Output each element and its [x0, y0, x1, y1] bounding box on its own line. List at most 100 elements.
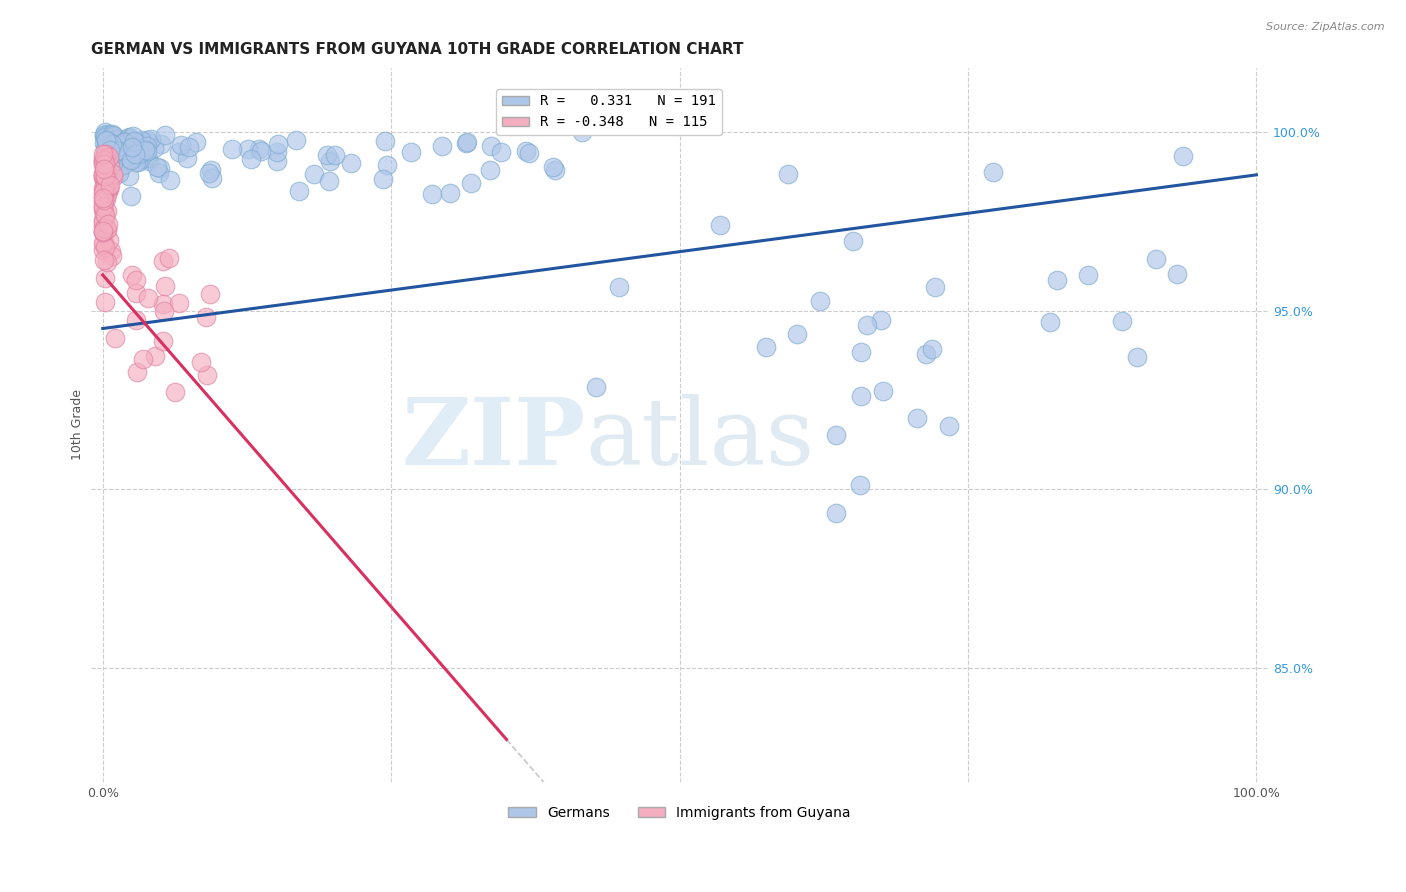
Point [94, 149, 117, 163]
Point [100, 244, 122, 259]
Point [111, 136, 134, 151]
Point [93, 152, 115, 166]
Point [93, 172, 115, 186]
Point [107, 144, 129, 158]
Point [97, 182, 120, 196]
Point [167, 296, 190, 310]
Point [98, 153, 121, 168]
Point [96, 139, 118, 153]
Point [127, 154, 149, 169]
Point [184, 136, 207, 150]
Point [276, 786, 298, 800]
Point [236, 142, 259, 156]
Point [458, 786, 481, 800]
Point [517, 145, 540, 160]
Point [108, 165, 131, 179]
Point [94, 160, 117, 174]
Point [195, 310, 218, 324]
Point [1166, 267, 1188, 281]
Point [91, 226, 114, 240]
Point [136, 139, 159, 153]
Point [94, 271, 117, 285]
Point [94, 180, 117, 194]
Point [100, 249, 122, 263]
Point [112, 137, 135, 152]
Point [266, 153, 288, 168]
Point [125, 286, 148, 301]
Point [91, 170, 114, 185]
Point [101, 128, 124, 142]
Point [91, 188, 114, 202]
Point [179, 140, 201, 154]
Point [131, 140, 153, 154]
Point [139, 132, 162, 146]
Point [1039, 315, 1062, 329]
Point [98, 159, 121, 173]
Point [169, 145, 191, 160]
Point [93, 158, 115, 172]
Point [856, 318, 879, 333]
Point [112, 136, 135, 150]
Point [825, 506, 848, 520]
Point [98, 143, 121, 157]
Point [105, 133, 128, 147]
Point [93, 128, 115, 142]
Point [91, 203, 114, 218]
Point [93, 180, 115, 194]
Point [104, 149, 127, 163]
Point [96, 222, 118, 236]
Point [149, 136, 172, 151]
Point [93, 209, 115, 223]
Point [94, 153, 117, 168]
Point [93, 194, 115, 208]
Point [107, 151, 129, 165]
Point [323, 148, 346, 162]
Point [374, 134, 396, 148]
Point [118, 130, 141, 145]
Point [100, 141, 122, 155]
Point [93, 186, 115, 201]
Point [91, 167, 114, 181]
Point [136, 135, 159, 149]
Point [125, 313, 148, 327]
Point [100, 138, 122, 153]
Point [125, 150, 148, 164]
Point [91, 154, 114, 169]
Point [96, 175, 118, 189]
Point [112, 141, 135, 155]
Point [103, 148, 125, 162]
Point [924, 280, 946, 294]
Point [91, 181, 114, 195]
Point [128, 147, 150, 161]
Point [112, 151, 135, 165]
Point [94, 146, 117, 161]
Point [152, 297, 174, 311]
Point [249, 144, 271, 158]
Point [94, 166, 117, 180]
Point [136, 292, 159, 306]
Point [93, 156, 115, 170]
Point [125, 365, 148, 379]
Point [125, 135, 148, 149]
Point [188, 786, 211, 800]
Point [98, 181, 121, 195]
Point [94, 179, 117, 194]
Point [134, 144, 156, 158]
Point [111, 136, 134, 151]
Point [101, 167, 124, 181]
Point [100, 135, 122, 149]
Point [97, 134, 120, 148]
Point [439, 186, 461, 200]
Point [842, 234, 865, 248]
Point [103, 331, 125, 345]
Point [122, 134, 145, 148]
Point [112, 134, 135, 148]
Point [120, 189, 142, 203]
Point [776, 167, 799, 181]
Point [491, 145, 513, 159]
Point [93, 171, 115, 186]
Point [153, 279, 176, 293]
Point [101, 169, 124, 184]
Point [129, 133, 152, 147]
Point [112, 158, 135, 172]
